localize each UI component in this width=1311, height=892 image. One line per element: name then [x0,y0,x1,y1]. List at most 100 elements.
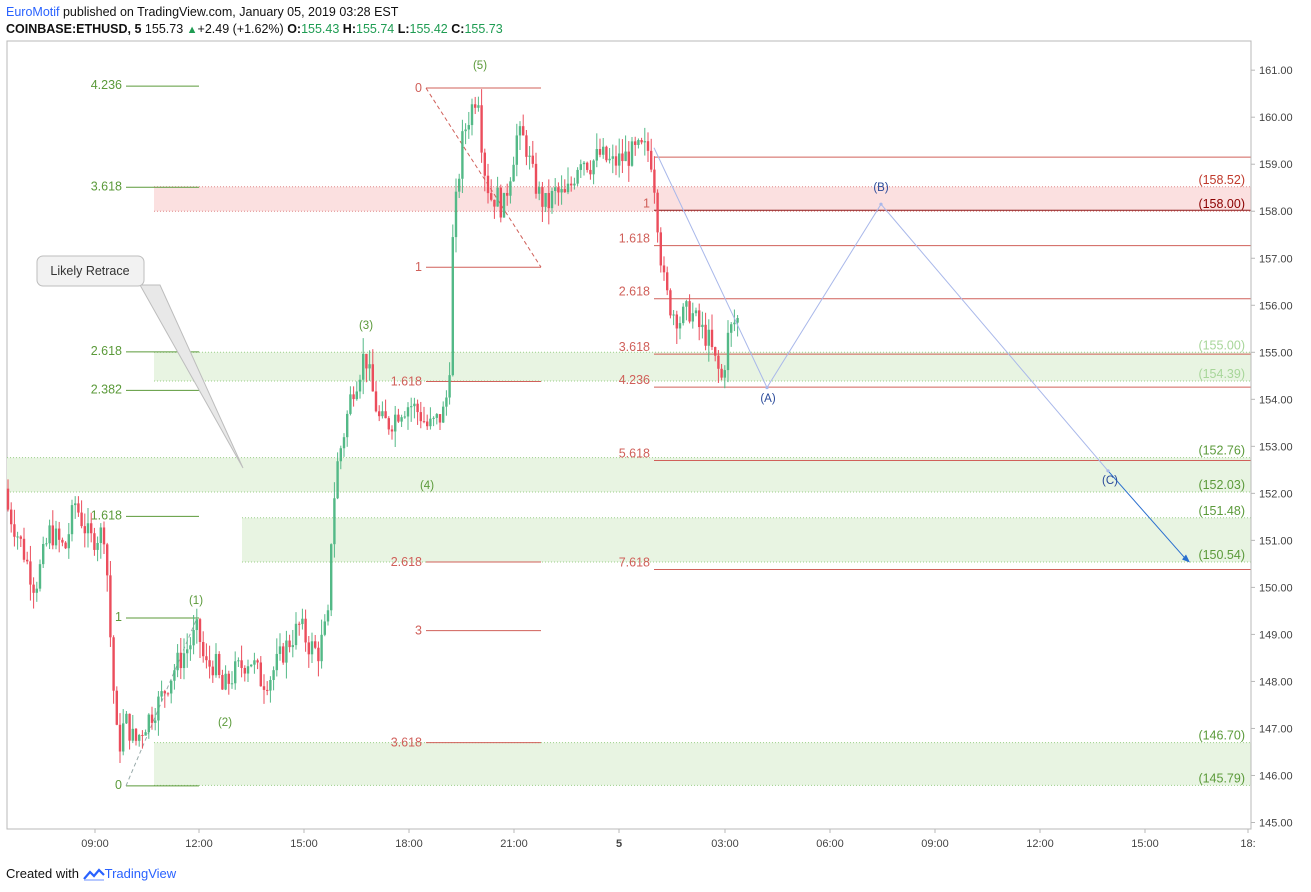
zone-price-label: (146.70) [1198,729,1245,743]
candle-body [112,637,115,691]
candle-body [250,664,253,667]
candle-body [643,141,646,143]
candle-body [170,680,173,694]
fib-level-label: 3.618 [391,736,422,750]
candle-body [621,153,624,162]
candle-body [410,406,413,408]
fib-mid: 0 1 1.618 2.618 3 3.618 [391,81,542,750]
candle-body [534,163,538,194]
candle-body [125,713,128,724]
fib-level-label: 1 [115,610,122,624]
candle-body [659,232,662,266]
candle-body [605,146,608,161]
price-axis: 161.00 160.00 159.00 158.00 157.00 156.00 155.… [1250,41,1293,830]
candle-body [422,421,426,423]
candle-body [118,724,122,752]
candle-body [694,310,698,314]
candle-body [166,693,170,695]
candle-body [298,623,301,625]
wave-label: (5) [473,60,487,72]
time-tick-label: 06:00 [816,838,844,850]
fib-level-label: 1 [415,260,422,274]
candle-body [269,679,272,691]
wave-point [1106,469,1110,473]
candle-body [74,503,77,506]
candle-body [618,153,621,166]
tradingview-logo-icon [82,867,105,884]
zone-price-label: (154.39) [1198,367,1245,381]
candle-body [515,135,518,165]
candle-body [339,448,342,462]
author-link[interactable]: EuroMotif [6,5,60,19]
candle-body [240,660,243,668]
zone-price-label: (151.48) [1198,504,1245,518]
candle-body [400,417,403,422]
candle-body [106,544,109,576]
candle-body [608,158,611,161]
candle-body [285,640,288,663]
zone-price-label: (158.52) [1198,173,1245,187]
candle-body [64,542,67,549]
candle-body [208,660,211,667]
candle-body [352,394,355,400]
candle-body [358,379,362,392]
price-tick-label: 161.00 [1259,65,1293,77]
candle-body [237,660,240,662]
candle-body [630,141,634,166]
candle-body [58,528,61,540]
candle-body [678,323,682,329]
price-tick-label: 150.00 [1259,582,1293,594]
wave-label: (C) [1102,475,1118,487]
candle-body [246,666,250,674]
price-tick-label: 153.00 [1259,441,1293,453]
candle-body [611,156,614,159]
candle-body [330,544,333,611]
candle-body [554,187,557,191]
candle-body [141,734,144,736]
candle-body [432,417,435,419]
time-tick-label: 5 [616,838,622,850]
candle-body [323,621,326,635]
candle-body [29,561,32,585]
candle-body [218,653,221,675]
wave-point [879,202,883,206]
candle-body [592,160,595,175]
candle-body [42,543,45,565]
candle-body [477,105,480,108]
candle-body [707,329,710,346]
candle-body [342,437,346,449]
candle-body [307,642,310,655]
candle-body [115,690,118,725]
tradingview-brand[interactable]: TradingView [104,866,177,881]
last-price: 155.73 [144,22,184,36]
candle-body [80,512,83,527]
candle-body [22,538,26,560]
candle-body [38,564,42,589]
fib-level-label: 0 [415,81,422,95]
fib-trend-line [125,617,198,787]
candle-body [640,140,643,143]
candle-body [138,734,141,741]
candle-body [266,689,269,691]
candle-body [384,411,387,419]
fib-level-label: 2.618 [391,555,422,569]
candle-body [637,140,640,145]
candle-body [93,533,96,550]
candle-body [416,403,419,413]
candle-body [173,670,176,681]
fib-level-label: 3.618 [619,340,650,354]
candle-body [483,152,486,176]
fib-left: 4.236 3.618 2.618 2.382 1.618 1 0 [91,78,199,792]
candle-body [595,149,598,161]
candle-body [573,183,576,186]
fib-trend-line [425,87,542,268]
wave-c-arrow-line [1107,470,1189,562]
candle-body [499,187,502,218]
candle-body [666,272,669,291]
fib-level-label: 2.382 [91,382,122,396]
candle-body [675,314,678,329]
footer: Created with TradingView [6,866,176,884]
candle-body [461,131,464,179]
candle-body [272,670,275,680]
